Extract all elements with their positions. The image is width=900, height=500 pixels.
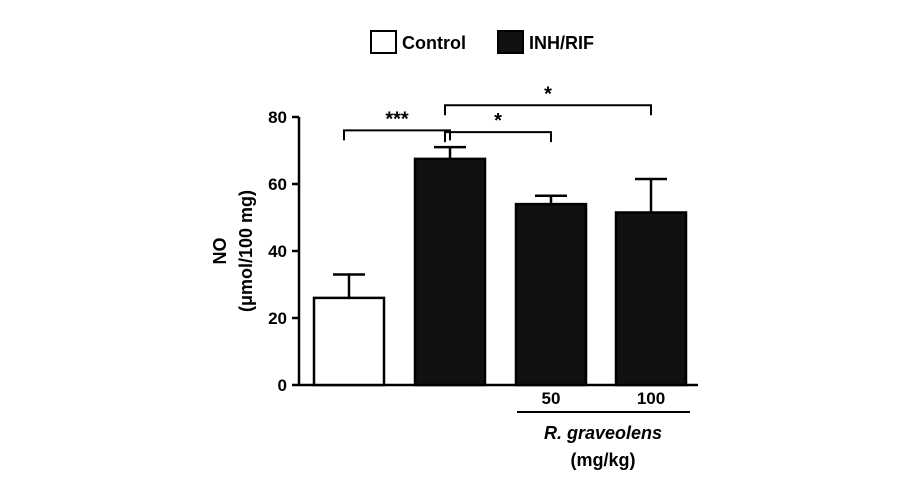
y-tick-label: 20 bbox=[268, 309, 287, 328]
significance-bracket bbox=[444, 131, 552, 143]
y-tick-label: 60 bbox=[268, 175, 287, 194]
legend-swatch-inh-rif bbox=[497, 30, 524, 54]
y-axis-label-line2: (μmol/100 mg) bbox=[236, 190, 256, 312]
legend-label-inh-rif: INH/RIF bbox=[529, 33, 594, 53]
bars: 50 100 bbox=[312, 145, 688, 408]
y-ticks: 0 20 40 60 80 bbox=[268, 108, 299, 395]
y-tick-label: 80 bbox=[268, 108, 287, 127]
significance-label: *** bbox=[385, 108, 409, 130]
legend: Control INH/RIF bbox=[370, 30, 594, 54]
bar-4 bbox=[614, 211, 688, 387]
treatment-label: R. graveolens bbox=[544, 423, 662, 443]
treatment-unit: (mg/kg) bbox=[571, 450, 636, 470]
y-axis-label: NO (μmol/100 mg) bbox=[210, 190, 256, 312]
significance-label: * bbox=[544, 83, 552, 105]
significance-bracket bbox=[444, 104, 652, 116]
dose-label: 50 bbox=[542, 389, 561, 408]
bar-2 bbox=[413, 157, 487, 387]
dose-label: 100 bbox=[637, 389, 665, 408]
legend-label-control: Control bbox=[402, 33, 466, 53]
y-tick-label: 40 bbox=[268, 242, 287, 261]
significance-bracket bbox=[343, 129, 451, 141]
significance-label: * bbox=[494, 110, 502, 132]
significance-brackets: *** ** bbox=[343, 83, 652, 143]
y-tick-label: 0 bbox=[278, 376, 287, 395]
bar-3 bbox=[514, 202, 588, 387]
legend-swatch-control bbox=[370, 30, 397, 54]
y-axis-label-line1: NO bbox=[210, 238, 230, 265]
bar-1 bbox=[312, 296, 386, 387]
